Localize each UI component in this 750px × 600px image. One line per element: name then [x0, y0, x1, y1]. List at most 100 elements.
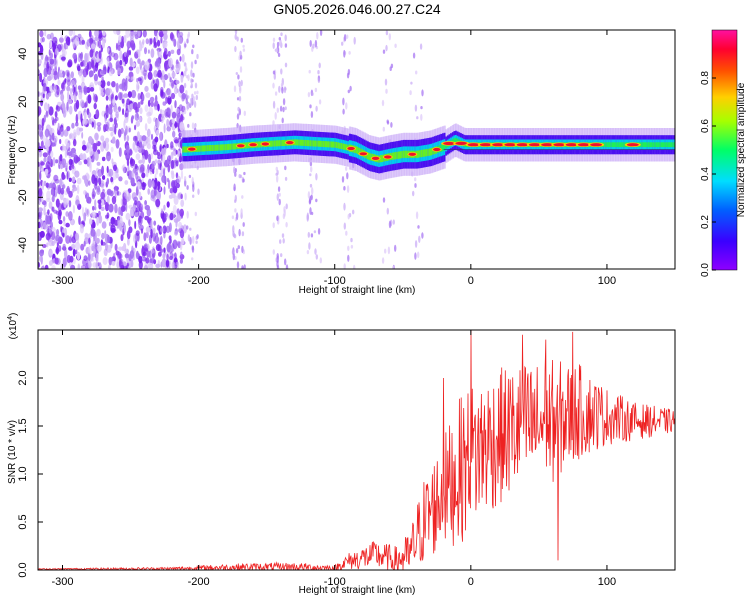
spectrogram-carrier-core	[185, 146, 188, 153]
colorbar-gradient	[712, 30, 737, 270]
spectrogram-noise-speck	[64, 148, 68, 158]
spectrogram-noise-speck	[164, 47, 168, 55]
spectrogram-noise-speck	[135, 250, 139, 260]
spectrogram-noise-speck	[155, 168, 159, 175]
spectrogram-noise-speck	[151, 163, 155, 170]
spectrogram-noise-speck	[148, 250, 152, 259]
spectrogram-marks	[38, 30, 675, 269]
spectrogram-noise-speck	[43, 157, 47, 163]
spectrogram-noise-speck	[113, 164, 117, 172]
spectrogram-noise-streak	[353, 264, 356, 269]
spectrogram-noise-speck	[83, 240, 86, 247]
snr-y-tick-label: 1.5	[17, 418, 29, 433]
spectrogram-noise-speck	[146, 111, 152, 117]
spectrogram-noise-speck	[59, 127, 65, 137]
spectrogram-noise-speck	[137, 30, 141, 38]
spectrogram-carrier-core	[322, 141, 325, 147]
spectrogram-noise-speck	[170, 92, 176, 100]
spectrogram-noise-speck	[156, 57, 161, 68]
spectrogram-carrier-core	[616, 142, 619, 148]
spectrogram-noise-speck	[88, 198, 92, 204]
spectrogram-noise-speck	[44, 60, 48, 66]
spectrogram-noise-speck	[106, 56, 110, 67]
spectrogram-noise-speck	[88, 118, 92, 125]
spectrogram-noise-speck	[177, 39, 181, 50]
spectrogram-noise-streak	[192, 44, 195, 49]
spectrogram-noise-speck	[180, 114, 184, 122]
spectrogram-noise-speck	[173, 195, 179, 205]
spectrogram-noise-streak	[280, 82, 284, 87]
spectrogram-noise-speck	[100, 69, 106, 74]
spectrogram-carrier-core	[339, 142, 342, 149]
spectrogram-carrier-core	[657, 142, 660, 148]
spectrogram-noise-speck	[63, 158, 66, 164]
spectrogram-noise-speck	[100, 206, 105, 211]
spectrogram-carrier-core	[641, 142, 644, 148]
spectrogram-noise-streak	[345, 230, 348, 236]
spectrogram-noise-speck	[170, 141, 174, 149]
spectrogram-noise-speck	[162, 30, 168, 35]
spectrogram-noise-streak	[272, 100, 276, 109]
spectrogram-noise-speck	[166, 118, 170, 128]
spectrogram-noise-streak	[306, 212, 309, 221]
spectrogram-noise-speck	[149, 96, 155, 103]
spectrogram-noise-streak	[385, 30, 389, 36]
spectrogram-noise-speck	[63, 129, 69, 137]
spectrogram-noise-streak	[415, 70, 418, 75]
spectrogram-carrier-core	[280, 140, 283, 147]
spectrogram-noise-speck	[46, 61, 50, 69]
spectrogram-noise-speck	[94, 199, 97, 208]
spectrogram-noise-speck	[137, 92, 141, 101]
spectrogram-noise-speck	[160, 91, 166, 99]
spectrogram-noise-speck	[180, 199, 185, 207]
spectrogram-noise-speck	[112, 123, 115, 133]
spectrogram-noise-speck	[59, 139, 62, 144]
spectrogram-noise-speck	[38, 221, 41, 229]
spectrogram-noise-streak	[314, 248, 317, 255]
spectrogram-hotspot	[504, 143, 517, 147]
spectrogram-noise-speck	[45, 182, 50, 188]
spectrogram-noise-speck	[175, 182, 180, 189]
spectrogram-noise-speck	[108, 68, 114, 77]
spectrogram-noise-streak	[185, 90, 188, 95]
spectrogram-noise-speck	[106, 165, 109, 174]
spectrogram-noise-speck	[119, 50, 123, 60]
spectrogram-noise-streak	[184, 64, 188, 73]
spectrogram-noise-speck	[66, 79, 71, 87]
spectrogram-noise-speck	[166, 201, 170, 208]
spectrogram-noise-speck	[49, 213, 53, 222]
spectrogram-noise-streak	[238, 80, 241, 88]
spectrogram-noise-streak	[239, 50, 242, 57]
spectrogram-noise-speck	[38, 207, 43, 212]
snr-y-label: SNR (10 * v/v)	[7, 420, 18, 484]
spectrogram-noise-streak	[310, 233, 314, 238]
spectrogram-hotspot	[371, 156, 380, 160]
spectrogram-noise-speck	[114, 125, 117, 135]
spectrogram-noise-speck	[66, 149, 69, 156]
spectrogram-x-tick-label: 0	[468, 275, 474, 287]
spectrogram-noise-speck	[61, 82, 65, 90]
spectrogram-hotspot	[188, 147, 196, 151]
spectrogram-noise-streak	[281, 233, 285, 238]
spectrogram-noise-speck	[181, 92, 186, 100]
spectrogram-noise-streak	[341, 41, 344, 46]
spectrogram-noise-speck	[87, 245, 92, 255]
spectrogram-noise-streak	[275, 47, 278, 53]
spectrogram-noise-speck	[70, 153, 75, 158]
spectrogram-noise-speck	[51, 132, 55, 141]
spectrogram-carrier-core	[608, 142, 611, 148]
spectrogram-noise-speck	[124, 180, 129, 185]
spectrogram-hotspot	[433, 147, 441, 152]
spectrogram-noise-streak	[394, 244, 397, 252]
spectrogram-noise-streak	[272, 222, 275, 229]
spectrogram-noise-speck	[160, 36, 163, 44]
spectrogram-noise-speck	[135, 146, 140, 151]
spectrogram-noise-speck	[147, 178, 153, 188]
spectrogram-noise-speck	[99, 33, 104, 38]
spectrogram-noise-speck	[120, 205, 126, 212]
spectrogram-noise-speck	[39, 72, 43, 83]
spectrogram-noise-speck	[74, 241, 81, 251]
spectrogram-noise-speck	[128, 49, 131, 56]
spectrogram-noise-streak	[392, 219, 395, 225]
spectrogram-hotspot	[237, 144, 245, 148]
